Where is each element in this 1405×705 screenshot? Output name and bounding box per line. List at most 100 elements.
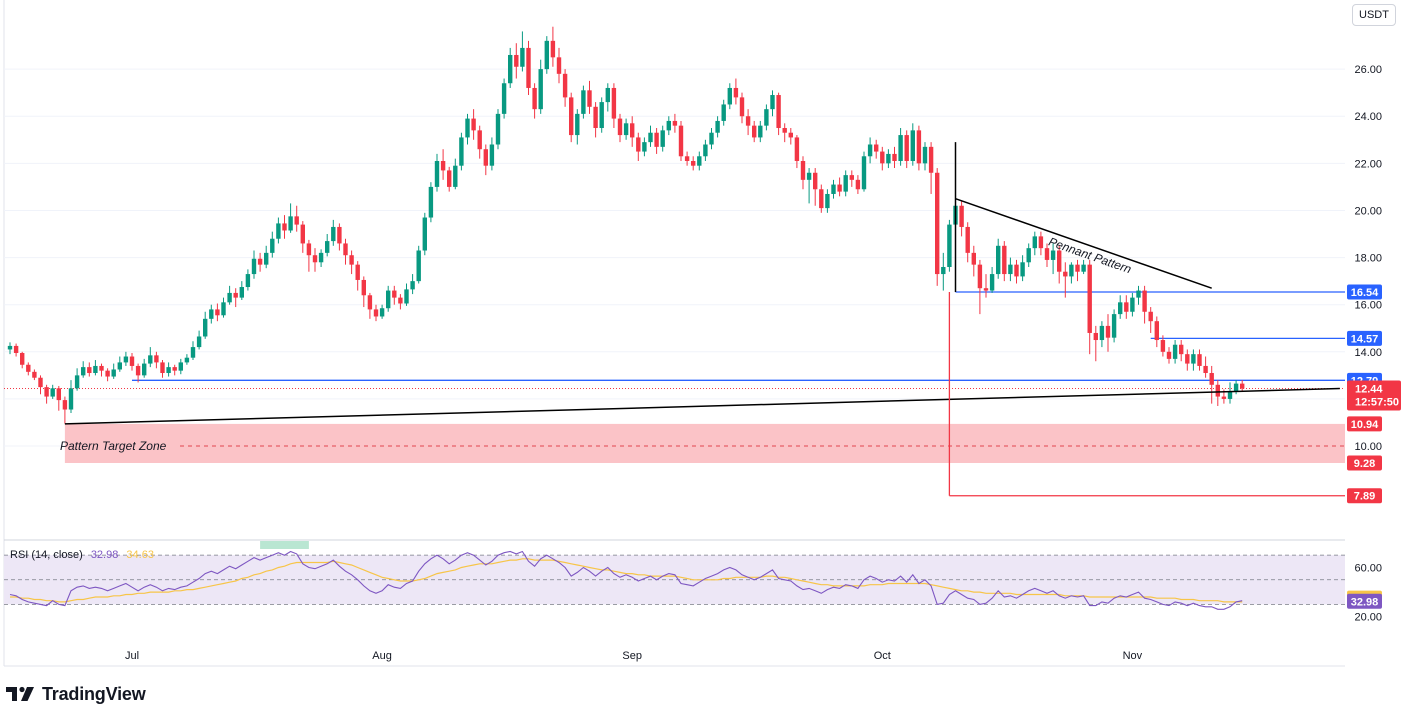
candle-body bbox=[142, 363, 147, 376]
candle-body bbox=[288, 216, 293, 231]
candle-body bbox=[611, 87, 617, 119]
candle-body bbox=[971, 252, 976, 265]
candle-body bbox=[1154, 321, 1159, 341]
candle-body bbox=[587, 90, 592, 107]
candle-body bbox=[623, 123, 629, 136]
candle-body bbox=[892, 153, 897, 161]
price-tag-projection-7-89-bg bbox=[1347, 488, 1382, 504]
price-tick-label: 20.00 bbox=[1354, 205, 1382, 217]
candle-body bbox=[343, 243, 348, 256]
candle-body bbox=[483, 149, 488, 166]
candle-body bbox=[1111, 314, 1117, 338]
candle-body bbox=[270, 238, 275, 253]
candle-body bbox=[1093, 332, 1098, 341]
candle-body bbox=[355, 264, 360, 280]
candle-body bbox=[215, 309, 220, 316]
candle-body bbox=[93, 365, 98, 374]
candle-body bbox=[788, 132, 793, 138]
candle-body bbox=[825, 193, 830, 209]
candle-body bbox=[1179, 344, 1184, 355]
candle-body bbox=[721, 104, 726, 121]
candle-body bbox=[373, 309, 379, 317]
candle-body bbox=[282, 223, 287, 231]
candle-body bbox=[160, 362, 165, 374]
candle-body bbox=[794, 137, 800, 161]
candle-body bbox=[593, 106, 598, 129]
candle-body bbox=[636, 137, 641, 152]
candle-body bbox=[538, 69, 543, 110]
price-tick-label: 14.00 bbox=[1354, 347, 1382, 359]
candle-body bbox=[1166, 351, 1172, 359]
candle-body bbox=[306, 243, 312, 256]
candle-body bbox=[148, 355, 153, 364]
candle-body bbox=[1063, 271, 1068, 277]
candle-body bbox=[13, 345, 19, 353]
candle-body bbox=[965, 226, 970, 253]
candle-body bbox=[1002, 245, 1007, 275]
brand-name: TradingView bbox=[42, 683, 146, 704]
time-tick-label: Jul bbox=[125, 650, 139, 662]
candle-body bbox=[32, 371, 37, 378]
candle-body bbox=[117, 362, 122, 370]
candle-body bbox=[386, 290, 391, 309]
price-tick-label: 18.00 bbox=[1354, 253, 1382, 265]
candle-body bbox=[50, 388, 55, 397]
time-tick-label: Sep bbox=[622, 650, 642, 662]
candle-body bbox=[904, 135, 909, 161]
time-axis[interactable]: Jul Aug Sep Oct Nov bbox=[125, 650, 1143, 662]
price-tick-label: 10.00 bbox=[1354, 441, 1382, 453]
candle-body bbox=[684, 156, 690, 161]
candle-body bbox=[806, 172, 812, 180]
candle-body bbox=[318, 252, 324, 263]
candle-body bbox=[251, 258, 257, 275]
candle-body bbox=[331, 226, 336, 242]
candle-body bbox=[105, 370, 110, 377]
candle-body bbox=[739, 97, 745, 117]
candle-body bbox=[196, 336, 202, 348]
candle-body bbox=[1026, 248, 1031, 263]
candle-body bbox=[184, 357, 190, 363]
price-tick-label: 16.00 bbox=[1354, 300, 1382, 312]
candle-body bbox=[440, 160, 446, 171]
candle-body bbox=[294, 216, 299, 225]
candle-body bbox=[1142, 290, 1147, 312]
candle-body bbox=[1008, 264, 1013, 275]
candle-body bbox=[550, 40, 556, 58]
candle-body bbox=[782, 128, 787, 133]
candle-body bbox=[178, 362, 183, 371]
candle-body bbox=[977, 264, 983, 289]
candle-body bbox=[477, 130, 482, 150]
pennant-upper-line bbox=[955, 197, 1212, 289]
candle-body bbox=[416, 250, 421, 282]
rsi-line bbox=[9, 550, 1243, 610]
candle-body bbox=[770, 95, 775, 110]
candle-body bbox=[666, 120, 671, 131]
candle-body bbox=[916, 130, 922, 164]
candle-body bbox=[526, 47, 531, 88]
price-tag-target-bottom-9-28-bg bbox=[1347, 455, 1382, 471]
candle-body bbox=[1130, 297, 1135, 312]
candle-body bbox=[544, 40, 549, 70]
candle-body bbox=[1227, 391, 1233, 399]
price-tick-label: 26.00 bbox=[1354, 64, 1382, 76]
candle-body bbox=[691, 160, 696, 166]
horizontal-levels bbox=[4, 291, 1345, 497]
candle-body bbox=[867, 144, 873, 157]
candle-body bbox=[1209, 373, 1214, 385]
candle-body bbox=[514, 54, 519, 67]
candle-body bbox=[1118, 302, 1123, 315]
candle-body bbox=[581, 90, 586, 114]
candle-body bbox=[947, 224, 952, 267]
candle-body bbox=[556, 57, 562, 74]
candle-body bbox=[1240, 383, 1245, 389]
candle-body bbox=[855, 179, 861, 190]
currency-button[interactable]: USDT bbox=[1352, 4, 1396, 26]
candle-body bbox=[599, 102, 604, 129]
candle-body bbox=[447, 170, 452, 187]
candle-body bbox=[941, 267, 946, 275]
candle-body bbox=[660, 130, 665, 147]
rsi-legend: RSI (14, close) 32.98 34.63 bbox=[10, 549, 154, 561]
candle-body bbox=[392, 290, 397, 298]
tradingview-branding[interactable]: TradingView bbox=[6, 683, 146, 705]
